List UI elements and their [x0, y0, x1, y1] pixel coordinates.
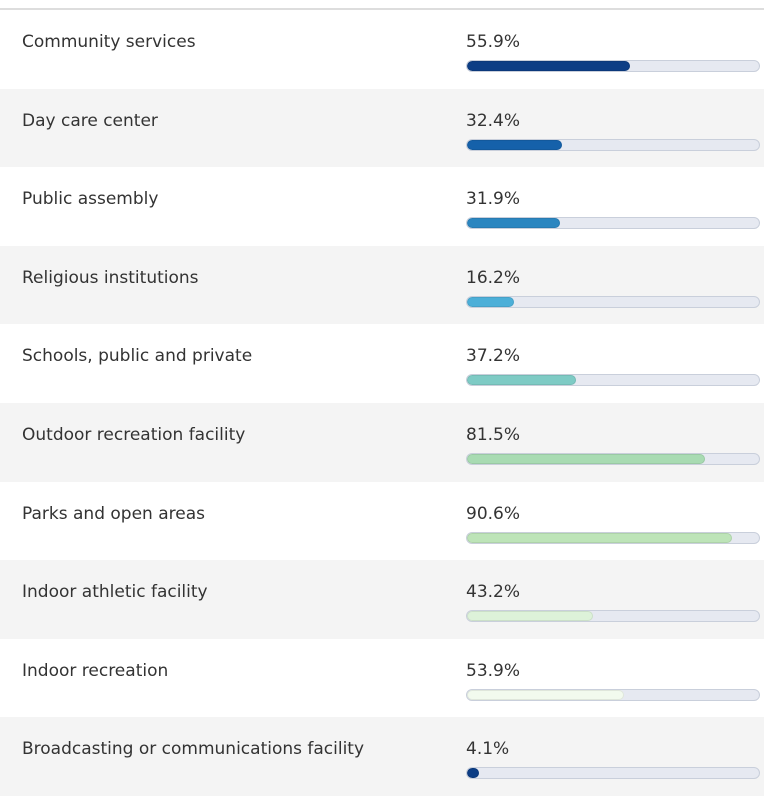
bar-track — [466, 60, 760, 72]
bar — [467, 296, 515, 307]
row-label: Indoor athletic facility — [22, 582, 208, 603]
row: Religious institutions 16.2% — [0, 245, 764, 325]
row-label: Broadcasting or communications facility — [22, 739, 365, 760]
row: Day care center 32.4% — [0, 88, 764, 168]
bar — [467, 139, 562, 150]
row: Outdoor recreation facility 81.5% — [0, 403, 764, 482]
row: Community services 55.9% — [0, 10, 764, 89]
row-label: Indoor recreation — [22, 660, 169, 681]
bar-track — [466, 610, 760, 623]
value-label: 31.9% — [466, 189, 521, 210]
value-label: 90.6% — [466, 503, 521, 524]
row: Parks and open areas 90.6% — [0, 482, 764, 561]
value-label: 81.5% — [466, 425, 521, 445]
row: Public assembly 31.9% — [0, 167, 764, 246]
bar-track — [466, 453, 760, 465]
row-label: Parks and open areas — [22, 503, 205, 524]
row: Schools, public and private 37.2% — [0, 324, 764, 403]
bar-track — [466, 374, 760, 387]
row-label: Religious institutions — [22, 267, 199, 288]
value-label: 37.2% — [466, 346, 521, 367]
bar — [467, 611, 594, 622]
bar — [467, 61, 631, 71]
bar-track — [466, 688, 760, 701]
row-label: Schools, public and private — [22, 346, 253, 367]
row: Indoor recreation 53.9% — [0, 639, 764, 718]
bar — [467, 689, 625, 700]
value-label: 53.9% — [466, 660, 521, 681]
row: Broadcasting or communications facility 4… — [0, 717, 764, 796]
bar-track — [466, 767, 760, 780]
row-label: Outdoor recreation facility — [22, 425, 246, 445]
bar — [467, 375, 576, 386]
bar-track — [466, 531, 760, 544]
value-label: 16.2% — [466, 267, 521, 288]
bar-track — [466, 295, 760, 308]
row-label: Community services — [22, 32, 196, 52]
bar-track — [466, 217, 760, 230]
bar — [467, 454, 705, 464]
bar — [467, 218, 561, 229]
row-label: Day care center — [22, 110, 158, 131]
bar-track — [466, 138, 760, 151]
value-label: 32.4% — [466, 110, 521, 131]
divider — [0, 8, 764, 10]
bar — [467, 768, 479, 779]
value-label: 4.1% — [466, 739, 510, 760]
row-label: Public assembly — [22, 189, 159, 210]
row: Indoor athletic facility 43.2% — [0, 560, 764, 639]
value-label: 55.9% — [466, 32, 521, 52]
bar — [467, 532, 732, 543]
value-label: 43.2% — [466, 582, 521, 603]
